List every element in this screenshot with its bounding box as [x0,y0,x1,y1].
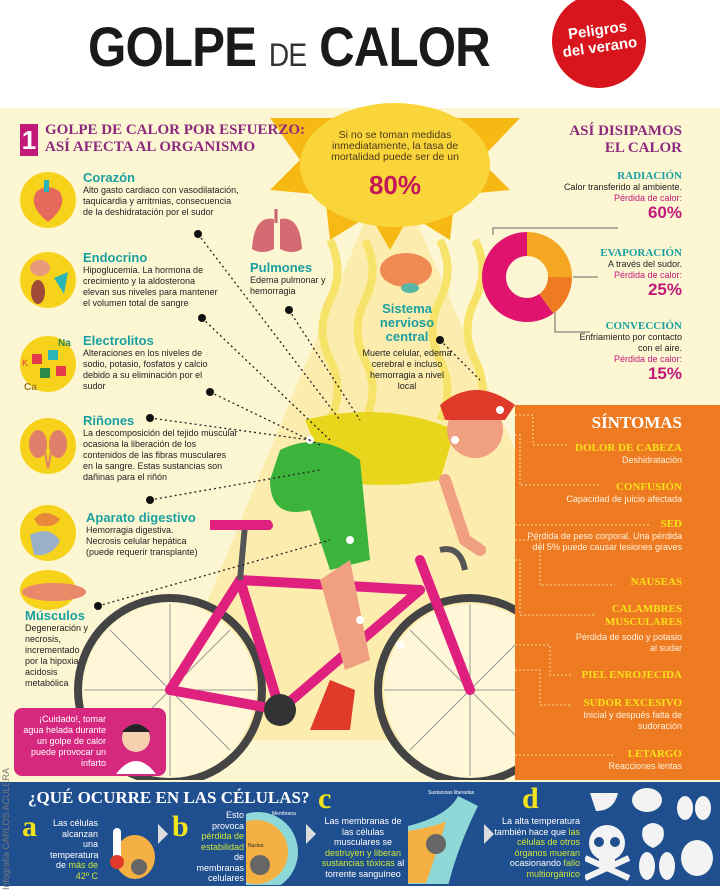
warning-box: ¡Cuidado!, tomar agua helada durante un … [14,708,166,776]
thermometer-cell-icon [110,828,155,879]
convection-item: CONVECCIÓN Enfriamiento por contacto con … [579,320,682,383]
step-a-letter: a [22,810,37,843]
electrolytes-icon: Na K Ca [20,336,76,393]
step-b-letter: b [172,810,189,843]
step-c-text: Las membranas de las células musculares … [321,816,405,879]
donut-slice-radiación [482,232,572,322]
step-a-text: Las células alcanzan una temperatura de … [50,818,99,881]
connector-lines [94,230,481,610]
credit-text: Infografía CARLOS ACULERA [1,767,11,890]
sun-text: Si no se toman medidas inmediatamente, l… [331,129,459,163]
organs-skull-icon [585,788,713,881]
saddle [210,520,273,530]
ruptured-cell-icon: Sustancias liberadas [408,790,478,884]
section-title: GOLPE DE CALOR POR ESFUERZO: ASÍ AFECTA A… [45,122,306,155]
digestive-icon [20,505,76,561]
heat-loss-donut [482,227,618,333]
organ-cns: Sistema nervioso central Muerte celular, … [362,301,452,392]
symptom-item: SED Pérdida de peso corporal. Una pérdida… [527,518,682,552]
symptom-item: PIEL ENROJECIDA [581,669,682,681]
page-title: GOLPE DE CALOR [88,15,491,78]
step-d-text: La alta temperatura también hace que las… [494,816,580,879]
membrane-cell-icon: Nucleo Membrana [246,811,298,885]
organ-kidneys: Riñones La descomposición del tejido musc… [83,413,238,482]
evaporation-item: EVAPORACIÓN A través del sudor. Pérdida de… [600,247,682,299]
symptom-item: CONFUSIÓN Capacidad de juicio afectada [566,481,682,504]
brain-icon [380,253,432,293]
mortality-rate: 80% [368,170,422,200]
svg-text:K: K [22,358,28,368]
svg-text:Na: Na [58,338,71,349]
organ-endocrine: Endocrino Hipoglucemia. La hormona de cre… [83,250,218,308]
organ-lungs: Pulmones Edema pulmonar y hemorragia [250,260,326,296]
symptoms-panel: SÍNTOMAS DOLOR DE CABEZA Deshidratación C… [515,405,720,780]
helmet-icon [440,390,515,420]
muscle-icon [20,570,86,610]
cells-section: ¿QUÉ OCURRE EN LAS CÉLULAS? a Las célula… [0,782,720,886]
section-number: 1 [20,124,38,156]
organ-digestive: Aparato digestivo Hemorragia digestiva. N… [86,510,198,557]
symptom-item: DOLOR DE CABEZA Deshidratación [575,442,682,465]
symptom-connectors [515,414,650,756]
symptom-item: CALAMBRES MUSCULARES Pérdida de sodio y p… [575,603,682,653]
symptom-item: LETARGO Reacciones lentas [608,748,682,771]
step-b-text: Esto provoca pérdida de estabilidad de m… [196,810,244,883]
symptom-item: SUDOR EXCESIVO Inicial y después falta de… [583,697,682,731]
symptoms-title: SÍNTOMAS [591,413,682,432]
arrow-icon [484,824,494,844]
sun-icon [270,103,520,250]
heart-icon [20,172,76,228]
organ-electrolytes: Electrolitos Alteraciones en los niveles … [83,333,208,391]
svg-text:Nucleo: Nucleo [248,843,264,849]
doctor-icon [116,724,156,774]
step-d-letter: d [522,782,539,815]
arrow-icon [306,824,316,844]
svg-text:Ca: Ca [24,382,37,392]
organ-muscles: Músculos Degeneración y necrosis, increme… [25,608,89,688]
arrow-icon [158,824,168,844]
cells-title: ¿QUÉ OCURRE EN LAS CÉLULAS? [28,788,310,807]
dissipation-title: ASÍ DISIPAMOS EL CALOR [569,123,682,156]
symptom-item: NAUSEAS [630,576,682,588]
svg-text:Membrana: Membrana [272,811,296,817]
chainring [264,694,296,726]
radiation-item: RADIACIÓN Calor transferido al ambiente. P… [563,170,682,222]
cyclist-illustration [74,390,560,780]
glands-icon [20,252,76,308]
step-c-letter: c [318,782,332,815]
rider [270,390,515,730]
handlebar [439,546,468,571]
organ-heart: Corazón Alto gasto cardiaco con vasodilat… [83,170,239,217]
kidneys-icon [20,418,76,474]
lungs-icon [252,209,302,252]
svg-text:Sustancias liberadas: Sustancias liberadas [428,790,475,796]
